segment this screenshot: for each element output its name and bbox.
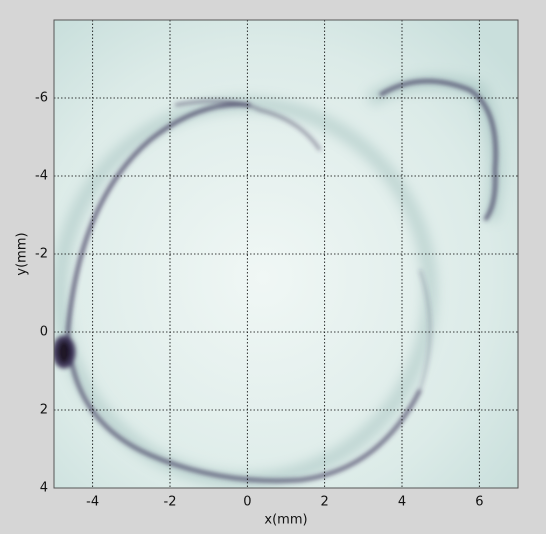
y-tick-label: -2 [35,247,48,262]
plot-frame [53,19,519,489]
x-tick-label: -2 [164,495,177,510]
y-tick-label: -6 [35,91,48,106]
x-axis-label: x(mm) [264,513,307,528]
x-tick-label: 6 [475,495,483,510]
y-tick-label: 2 [40,403,48,418]
x-tick-label: 2 [321,495,329,510]
x-tick-label: 0 [243,495,251,510]
edges [54,79,498,483]
y-tick-label: 4 [40,481,48,496]
y-tick-label: -4 [35,169,48,184]
y-tick-label: 0 [40,325,48,340]
x-tick-label: 4 [398,495,406,510]
x-tick-label: -4 [86,495,99,510]
y-axis-label: y(mm) [15,232,30,275]
